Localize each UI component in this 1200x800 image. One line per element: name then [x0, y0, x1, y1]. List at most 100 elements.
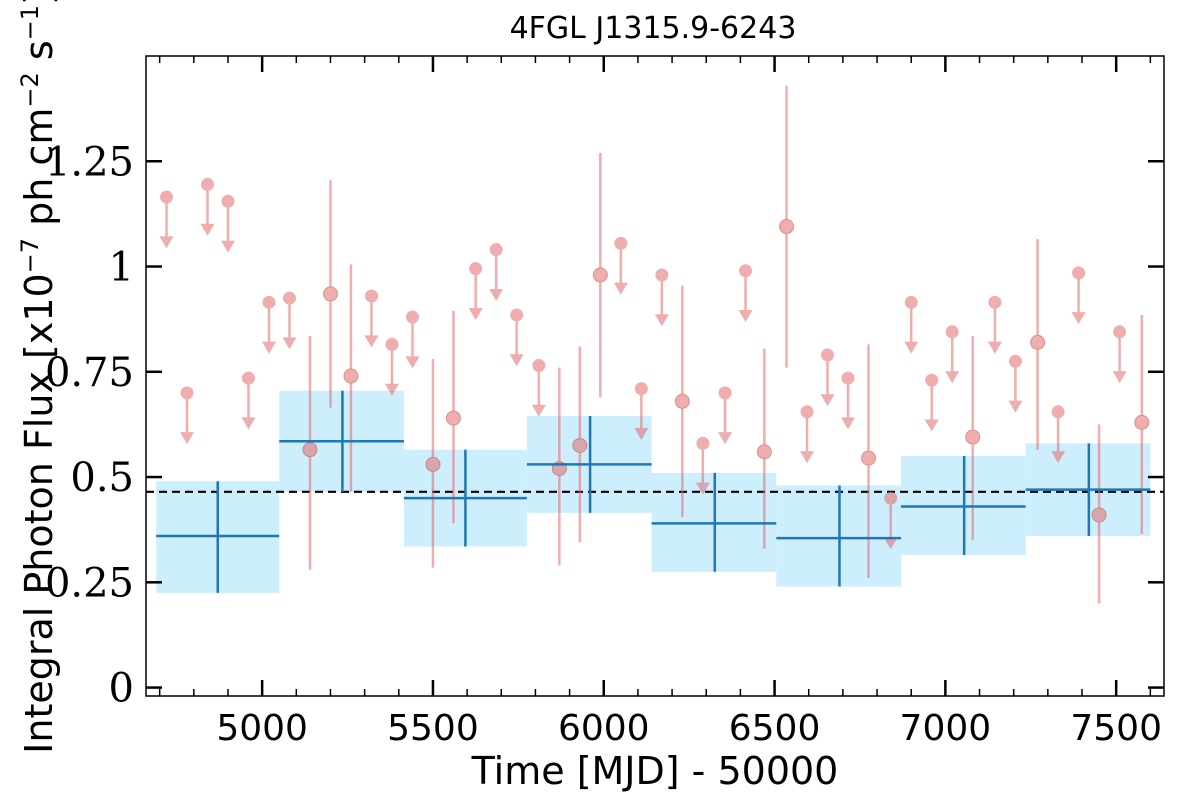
upper-limit-5 [261, 295, 276, 354]
upper-limit-23 [883, 491, 898, 550]
detection-3 [425, 359, 441, 568]
detection-marker [343, 368, 359, 384]
upper-limit-arrow [241, 417, 256, 430]
x-tick-label: 7500 [1070, 708, 1162, 749]
upper-limit-arrow [924, 419, 939, 432]
binned-flux-point-7 [1025, 443, 1151, 536]
upper-limit-21 [820, 348, 835, 407]
detection-marker [965, 429, 981, 445]
upper-limit-29 [1051, 405, 1066, 464]
plot-area [146, 85, 1164, 604]
detection-marker [445, 410, 461, 426]
upper-limit-arrow [489, 289, 504, 301]
y-tick-label: 0.75 [45, 350, 134, 396]
upper-limit-arrow [695, 482, 710, 495]
upper-limit-30 [1071, 266, 1086, 325]
upper-limit-7 [364, 289, 379, 348]
upper-limit-arrow [654, 314, 669, 327]
detection-14 [1091, 424, 1107, 604]
upper-limit-marker [241, 371, 255, 385]
upper-limit-arrow [841, 417, 856, 430]
x-tick-label: 5500 [387, 708, 479, 749]
y-axis-label-mid: ph cm [17, 108, 61, 238]
detection-7 [592, 152, 608, 398]
upper-limit-marker [1072, 266, 1086, 280]
detection-marker [592, 267, 608, 283]
upper-limit-27 [987, 295, 1002, 354]
binned-flux-point-3 [526, 416, 652, 513]
detection-5 [551, 367, 567, 566]
upper-limit-marker [655, 268, 669, 282]
detection-marker [779, 219, 795, 235]
x-tick-label: 7000 [900, 708, 992, 749]
detection-marker [674, 393, 690, 409]
plot-frame [145, 55, 1165, 697]
upper-limit-marker [364, 289, 378, 303]
y-axis-label-s: s [17, 40, 61, 72]
upper-limit-0 [159, 190, 174, 249]
upper-limit-marker [904, 295, 918, 309]
upper-limit-arrow [468, 307, 483, 320]
upper-limit-17 [695, 436, 710, 495]
upper-limit-marker [262, 295, 276, 309]
detection-0 [302, 336, 318, 570]
upper-limit-18 [718, 386, 733, 445]
detection-marker [1030, 334, 1046, 350]
upper-limit-arrow [1112, 371, 1127, 384]
detection-6 [572, 346, 588, 543]
upper-limit-8 [384, 337, 399, 396]
upper-limit-marker [884, 491, 898, 505]
upper-limit-marker [385, 337, 399, 351]
detection-10 [779, 85, 795, 368]
upper-limit-marker [841, 371, 855, 385]
upper-limit-marker [614, 236, 628, 250]
detection-marker [425, 456, 441, 472]
upper-limit-arrow [509, 354, 524, 367]
detection-2 [343, 264, 359, 492]
upper-limit-arrow [220, 240, 235, 253]
upper-limit-marker [718, 386, 732, 400]
upper-limit-20 [800, 405, 815, 464]
upper-limit-marker [1008, 354, 1022, 368]
binned-flux-point-5 [776, 485, 901, 587]
upper-limit-marker [200, 177, 214, 191]
upper-limit-3 [220, 194, 235, 253]
upper-limit-marker [945, 325, 959, 339]
upper-limit-4 [241, 371, 256, 430]
upper-limit-24 [904, 295, 919, 354]
upper-limit-arrow [364, 335, 379, 348]
upper-limit-arrow [1071, 312, 1086, 325]
upper-limit-22 [841, 371, 856, 430]
upper-limit-arrow [613, 282, 628, 295]
detections-series [302, 85, 1150, 604]
y-axis-label-exp2: −2 [16, 72, 44, 107]
upper-limit-10 [468, 262, 483, 320]
y-tick-label: 1.25 [45, 139, 134, 185]
upper-limit-1 [179, 386, 194, 445]
detection-marker [1134, 414, 1150, 430]
axis-ticks: 5000 5500 6000 6500 7000 7500 0 0.25 0.5 0.75 1 1.2… [45, 56, 1164, 749]
upper-limit-9 [405, 310, 420, 369]
binned-flux-point-6 [900, 456, 1026, 555]
upper-limit-arrow [261, 341, 276, 354]
upper-limit-25 [924, 373, 939, 432]
upper-limit-2 [200, 177, 215, 236]
upper-limit-marker [405, 310, 419, 324]
x-axis-label: Time [MJD] - 50000 [471, 749, 839, 793]
upper-limit-marker [1113, 325, 1127, 339]
upper-limit-arrow [718, 432, 733, 445]
y-axis-label-base: Integral Photon Flux [x10 [17, 273, 61, 754]
upper-limit-marker [282, 291, 296, 305]
upper-limit-marker [696, 436, 710, 450]
detection-13 [1030, 239, 1046, 450]
detection-1 [322, 180, 338, 408]
detection-marker [322, 286, 338, 302]
upper-limit-arrow [1051, 451, 1066, 464]
upper-limit-arrow [883, 537, 898, 550]
upper-limit-arrow [282, 337, 297, 350]
upper-limit-arrow [159, 236, 174, 249]
y-axis-label-exp3: −1 [16, 5, 44, 40]
detection-marker [572, 437, 588, 453]
upper-limit-marker [634, 382, 648, 396]
upper-limit-marker [988, 295, 1002, 309]
